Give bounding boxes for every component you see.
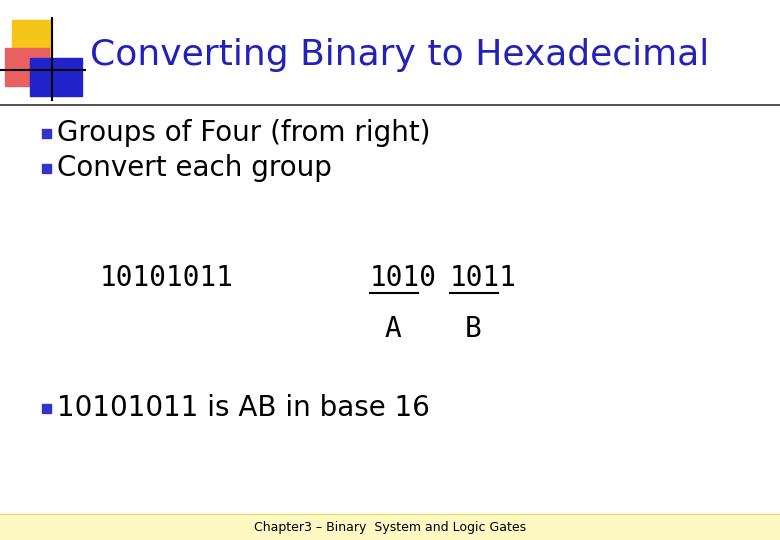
Text: B: B [465, 315, 481, 343]
Text: 1010: 1010 [370, 264, 437, 292]
Text: 1011: 1011 [450, 264, 517, 292]
Bar [42, 164, 51, 172]
Text: Converting Binary to Hexadecimal: Converting Binary to Hexadecimal [90, 38, 709, 72]
Bar [42, 129, 51, 138]
Text: A: A [385, 315, 402, 343]
Bar [12, 20, 52, 60]
Text: Groups of Four (from right): Groups of Four (from right) [57, 119, 431, 147]
Text: 10101011: 10101011 [100, 264, 234, 292]
Bar [0, 514, 780, 540]
Text: 10101011 is AB in base 16: 10101011 is AB in base 16 [57, 394, 430, 422]
Bar [5, 48, 49, 86]
Text: Chapter3 – Binary  System and Logic Gates: Chapter3 – Binary System and Logic Gates [254, 521, 526, 534]
Bar [30, 58, 82, 96]
Text: Convert each group: Convert each group [57, 154, 332, 182]
Bar [42, 403, 51, 413]
